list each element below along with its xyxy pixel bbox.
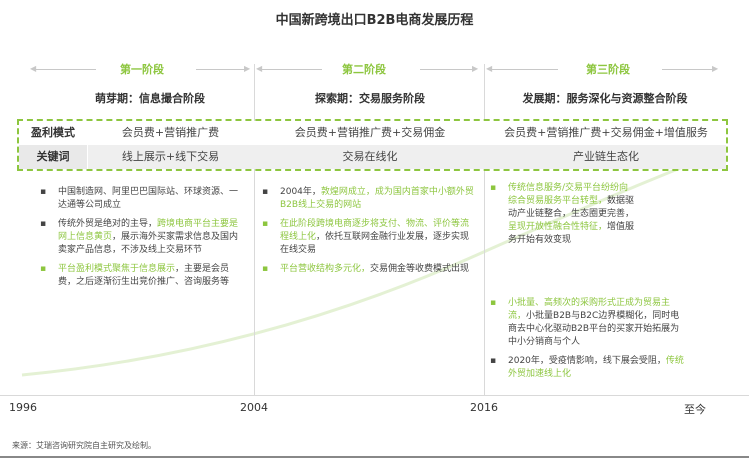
bullet-item: ▪ 2020年，受疫情影响，线下展会受阻，传统外贸加速线上化 — [486, 355, 686, 381]
bullet-list: ▪ 传统信息服务/交易平台纷纷向综合贸易服务平台转型，数据驱动产业链整合，生态圈更… — [486, 182, 636, 247]
stage-3-header: ◀ 第三阶段 ▶ — [486, 60, 722, 78]
body-text: 中国制造网、阿里巴巴国际站、环球资源、一达通等公司成立 — [58, 187, 239, 210]
row-header: 关键词 — [19, 145, 88, 169]
stage-2-phase: 探索期：交易服务阶段 — [315, 92, 425, 105]
bullet-icon: ▪ — [40, 187, 47, 197]
table-cell: 会员费+营销推广费+交易佣金+增值服务 — [504, 126, 708, 139]
bullet-list: ▪ 中国制造网、阿里巴巴国际站、环球资源、一达通等公司成立 ▪ 传统外贸是绝对的主导，… — [36, 186, 242, 289]
bullet-item: ▪ 2004年，敦煌网成立，成为国内首家中小额外贸B2B线上交易的网站 — [258, 186, 474, 212]
table-cell: 会员费+营销推广费+交易佣金 — [294, 126, 446, 139]
tick-2004: 2004 — [240, 401, 268, 414]
body-text: 2004年， — [280, 187, 321, 197]
stage-1-label: 第一阶段 — [120, 63, 164, 76]
table-cell: 交易在线化 — [342, 150, 398, 163]
body-text: 2020年，受疫情影响，线下展会受阻， — [508, 356, 666, 366]
source-note: 来源：艾瑞咨询研究院自主研究及绘制。 — [12, 441, 156, 450]
bullet-item: ▪ 传统信息服务/交易平台纷纷向综合贸易服务平台转型，数据驱动产业链整合，生态圈更… — [486, 182, 636, 247]
bullet-list: ▪ 2004年，敦煌网成立，成为国内首家中小额外贸B2B线上交易的网站 ▪ 在此阶段跨… — [258, 186, 474, 276]
highlight-text: 平台营收结构多元化， — [280, 264, 371, 274]
bullet-item: ▪ 小批量、高频次的采购形式正成为贸易主流，小批量B2B与B2C边界模糊化，同时电… — [486, 297, 686, 349]
divider-2016 — [484, 64, 485, 395]
body-text: 小批量B2B与B2C边界模糊化，同时电商去中心化驱动B2B平台的买家开始拓展为中… — [508, 311, 680, 347]
bullet-item: ▪ 平台盈利模式聚焦于信息展示，主要是会员费，之后逐渐衍生出竞价推广、咨询服务等 — [36, 263, 242, 289]
body-text: ，主要是会员费，之后逐渐衍生出竞价推广、咨询服务等 — [58, 264, 230, 287]
table-cell: 线上展示+线下交易 — [121, 150, 220, 163]
table-cell: 会员费+营销推广费 — [121, 126, 220, 139]
tick-present: 至今 — [684, 403, 706, 416]
bullet-item: ▪ 平台营收结构多元化，交易佣金等收费模式出现 — [258, 263, 474, 276]
model-table: 盈利模式 会员费+营销推广费 会员费+营销推广费+交易佣金 会员费+营销推广费+… — [17, 119, 728, 171]
bullet-icon: ▪ — [490, 183, 497, 193]
body-text: 增值服务开始有效变现 — [508, 222, 635, 245]
highlight-text: 跨境电商平台主要是网上信息黄页 — [58, 219, 239, 242]
arrow-right-icon: ▶ — [244, 64, 251, 73]
stage-3-label: 第三阶段 — [586, 63, 630, 76]
body-text: 交易佣金等收费模式出现 — [370, 264, 470, 274]
highlight-text: 在此阶段跨境电商逐步将支付、物流、评价等流程线上化 — [280, 219, 470, 242]
stage-3-phase: 发展期：服务深化与资源整合阶段 — [522, 92, 688, 105]
highlight-text: 呈现开放性融合性特征， — [508, 222, 608, 232]
table-row-profit-model: 盈利模式 会员费+营销推广费 会员费+营销推广费+交易佣金 会员费+营销推广费+… — [19, 121, 726, 145]
stage-3-notes-bottom: ▪ 小批量、高频次的采购形式正成为贸易主流，小批量B2B与B2C边界模糊化，同时电… — [486, 297, 686, 387]
bullet-icon: ▪ — [262, 187, 269, 197]
bottom-rule — [0, 456, 749, 458]
stage-1-notes: ▪ 中国制造网、阿里巴巴国际站、环球资源、一达通等公司成立 ▪ 传统外贸是绝对的主导，… — [36, 186, 242, 295]
bullet-icon: ▪ — [490, 298, 497, 308]
stage-2-label: 第二阶段 — [342, 63, 386, 76]
highlight-text: 传统信息服务/交易平台纷纷向综合贸易服务平台转型， — [508, 183, 629, 206]
arrow-right-icon: ▶ — [712, 64, 719, 73]
row-header: 盈利模式 — [31, 126, 75, 139]
highlight-text: 传统外贸加速线上化 — [508, 356, 684, 379]
body-text: 传统外贸是绝对的主导， — [58, 219, 158, 229]
table-cell: 产业链生态化 — [573, 150, 639, 163]
timeline-axis — [0, 395, 749, 396]
bullet-list: ▪ 小批量、高频次的采购形式正成为贸易主流，小批量B2B与B2C边界模糊化，同时电… — [486, 297, 686, 381]
body-text: ，展示海外买家需求信息及国内卖家产品信息，不涉及线上交易环节 — [58, 232, 239, 255]
bullet-item: ▪ 中国制造网、阿里巴巴国际站、环球资源、一达通等公司成立 — [36, 186, 242, 212]
arrow-left-icon: ◀ — [30, 64, 37, 73]
bullet-item: ▪ 在此阶段跨境电商逐步将支付、物流、评价等流程线上化，依托互联网金融行业发展，逐… — [258, 218, 474, 257]
highlight-text: 小批量、高频次的采购形式正成为贸易主流， — [508, 298, 671, 321]
bullet-icon: ▪ — [262, 264, 269, 274]
bullet-icon: ▪ — [262, 219, 269, 229]
stage-2-notes: ▪ 2004年，敦煌网成立，成为国内首家中小额外贸B2B线上交易的网站 ▪ 在此阶段跨… — [258, 186, 474, 282]
tick-2016: 2016 — [470, 401, 498, 414]
table-row-keywords: 关键词 线上展示+线下交易 交易在线化 产业链生态化 — [19, 145, 726, 169]
highlight-text: 平台盈利模式聚焦于信息展示 — [58, 264, 176, 274]
bullet-item: ▪ 传统外贸是绝对的主导，跨境电商平台主要是网上信息黄页，展示海外买家需求信息及国… — [36, 218, 242, 257]
stage-1-header: ◀ 第一阶段 ▶ — [30, 60, 252, 78]
bullet-icon: ▪ — [40, 264, 47, 274]
arrow-left-icon: ◀ — [256, 64, 263, 73]
bullet-icon: ▪ — [40, 219, 47, 229]
body-text: ，依托互联网金融行业发展，逐步实现在线交易 — [280, 232, 470, 255]
tick-1996: 1996 — [9, 401, 37, 414]
stage-1-phase: 萌芽期：信息撮合阶段 — [95, 92, 205, 105]
arrow-right-icon: ▶ — [472, 64, 479, 73]
stage-3-notes-top: ▪ 传统信息服务/交易平台纷纷向综合贸易服务平台转型，数据驱动产业链整合，生态圈更… — [486, 182, 636, 253]
stage-2-header: ◀ 第二阶段 ▶ — [256, 60, 482, 78]
arrow-left-icon: ◀ — [486, 64, 493, 73]
chart-title: 中国新跨境出口B2B电商发展历程 — [275, 13, 474, 28]
bullet-icon: ▪ — [490, 356, 497, 366]
highlight-text: 敦煌网成立，成为国内首家中小额外贸B2B线上交易的网站 — [280, 187, 474, 210]
divider-2004 — [254, 64, 255, 395]
body-text: 数据驱动产业链整合，生态圈更完善， — [508, 196, 635, 219]
